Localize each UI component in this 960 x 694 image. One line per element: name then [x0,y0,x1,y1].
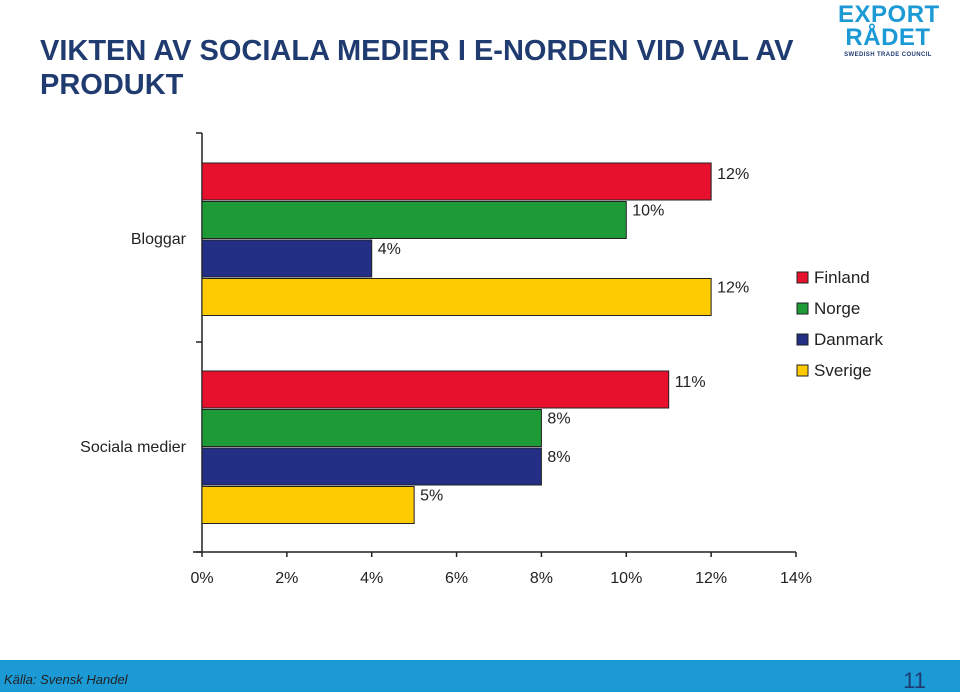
page-number: 11 [903,668,926,693]
bar-finland [201,370,670,409]
bar-sverige [201,278,712,316]
category-label: Sociala medier [80,439,187,456]
logo-tagline: SWEDISH TRADE COUNCIL [844,52,932,58]
page-title: VIKTEN AV SOCIALA MEDIER I E-NORDEN VID … [40,35,794,101]
bar-danmark [201,239,373,278]
data-label: 11% [675,374,706,391]
x-tick-label: 12% [695,570,727,587]
bar-norge [201,409,542,447]
legend-swatch-sverige [796,364,809,377]
logo-line-2: RÅDET [845,24,931,51]
legend-label-danmark: Danmark [814,330,883,349]
data-label: 4% [378,241,401,258]
x-tick-label: 6% [445,570,468,587]
exportradet-logo: EXPORT RÅDET SWEDISH TRADE COUNCIL [838,1,940,61]
x-tick-label: 2% [275,570,298,587]
logo-line-1: EXPORT [838,1,940,28]
legend-swatch-danmark [796,333,809,346]
data-label: 12% [717,280,749,297]
source-note: Källa: Svensk Handel [4,672,128,687]
x-tick-label: 8% [530,570,553,587]
x-tick-label: 14% [780,570,812,587]
legend-swatch-finland [796,271,809,284]
legend-swatch-norge [796,302,809,315]
bar-finland [201,162,712,201]
x-tick-label: 0% [190,570,213,587]
x-tick-label: 10% [610,570,642,587]
bar-danmark [201,447,542,486]
bar-norge [201,201,627,239]
legend-label-norge: Norge [814,299,860,318]
data-label: 10% [632,203,664,220]
data-label: 5% [420,488,443,505]
x-tick-label: 4% [360,570,383,587]
legend-label-sverige: Sverige [814,361,872,380]
legend-label-finland: Finland [814,268,870,287]
bar-chart: 0% 2% 4% 6% 8% 10% 12% 14% Bloggar 12% 10% 4% 12% Soc… [80,132,883,587]
data-label: 8% [547,411,570,428]
data-label: 12% [717,166,749,183]
bar-sverige [201,486,415,524]
footer-bar: Källa: Svensk Handel 11 [0,660,960,693]
category-label: Bloggar [131,231,187,248]
data-label: 8% [547,449,570,466]
